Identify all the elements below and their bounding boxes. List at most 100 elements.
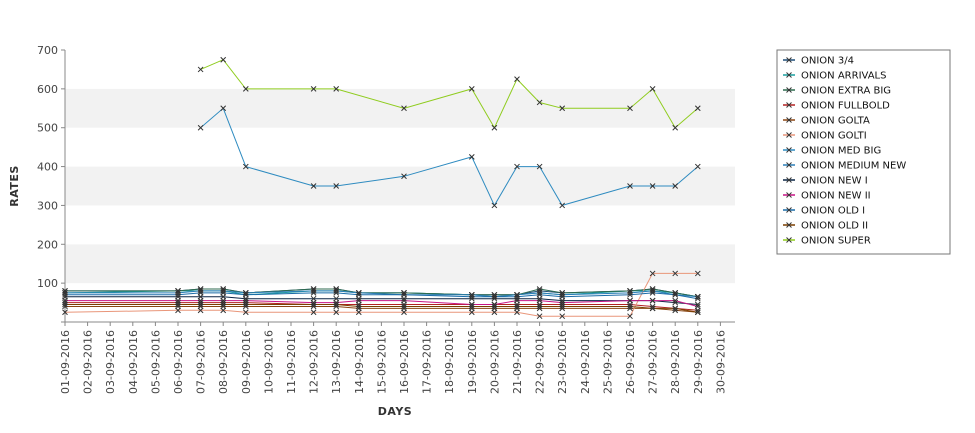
data-point: [355, 290, 362, 296]
legend-item: ONION GOLTI: [783, 131, 867, 142]
data-point: [627, 290, 633, 296]
series-line: [65, 302, 698, 311]
data-point: [175, 291, 181, 298]
data-point: [559, 305, 566, 312]
x-tick-label: 30-09-2016: [714, 330, 727, 394]
x-tick-label: 05-09-2016: [149, 330, 162, 394]
data-point: [491, 303, 498, 310]
legend-label: ONION NEW II: [801, 191, 871, 202]
data-point: [242, 86, 249, 92]
data-point: [310, 290, 317, 296]
data-point: [468, 86, 475, 92]
data-point: [355, 309, 362, 316]
data-point: [242, 290, 249, 296]
data-point: [649, 86, 656, 92]
data-point: [559, 202, 566, 209]
y-tick-label: 400: [37, 161, 58, 174]
legend-item: ONION OLD II: [783, 221, 868, 232]
x-tick-label: 03-09-2016: [104, 330, 117, 394]
legend-label: ONION MEDIUM NEW: [801, 161, 906, 172]
data-point: [468, 303, 475, 310]
data-point: [401, 291, 407, 298]
x-tick-label: 09-09-2016: [240, 330, 253, 394]
data-point: [694, 293, 701, 300]
x-tick-label: 10-09-2016: [262, 330, 275, 394]
legend-item: ONION EXTRA BIG: [783, 86, 891, 97]
data-point: [514, 293, 520, 300]
data-point: [649, 303, 656, 310]
data-point: [627, 305, 633, 312]
legend-item: ONION MED BIG: [783, 146, 881, 157]
data-point: [694, 309, 701, 316]
legend-item: ONION NEW I: [783, 176, 868, 187]
data-point: [355, 291, 362, 298]
data-point: [694, 105, 701, 112]
data-point: [694, 270, 701, 277]
x-tick-label: 01-09-2016: [59, 330, 72, 394]
legend-label: ONION EXTRA BIG: [801, 86, 891, 97]
data-point: [672, 305, 679, 312]
x-tick-label: 06-09-2016: [172, 330, 185, 394]
x-tick-label: 16-09-2016: [398, 330, 411, 394]
data-point: [197, 124, 204, 131]
x-tick-label: 02-09-2016: [82, 330, 95, 394]
data-point: [310, 299, 317, 306]
data-point: [672, 270, 679, 277]
legend-item: ONION SUPER: [783, 236, 871, 247]
legend-item: ONION ARRIVALS: [783, 71, 886, 82]
legend-box: [776, 49, 951, 255]
x-tick-label: 23-09-2016: [556, 330, 569, 394]
data-point: [694, 301, 701, 308]
grid-band: [65, 166, 735, 206]
data-point: [220, 301, 227, 308]
y-tick-label: 500: [37, 122, 58, 135]
data-point: [242, 301, 249, 308]
data-point: [694, 163, 701, 170]
y-tick-label: 700: [37, 44, 58, 57]
data-point: [514, 295, 520, 302]
y-tick-label: 600: [37, 83, 58, 96]
grid-band: [65, 88, 735, 128]
data-point: [401, 290, 407, 296]
x-tick-label: 20-09-2016: [488, 330, 501, 394]
series-line: [65, 288, 698, 298]
data-point: [242, 309, 249, 316]
data-point: [197, 288, 204, 294]
data-point: [310, 309, 317, 316]
data-point: [491, 124, 498, 131]
legend-label: ONION OLD II: [801, 221, 868, 232]
data-point: [310, 301, 317, 308]
data-point: [514, 309, 520, 316]
legend-item: ONION 3/4: [783, 56, 854, 67]
data-point: [197, 290, 204, 296]
series-line: [65, 292, 698, 300]
x-tick-label: 13-09-2016: [330, 330, 343, 394]
data-point: [220, 290, 227, 296]
data-point: [355, 297, 362, 304]
data-point: [536, 313, 543, 320]
x-tick-label: 29-09-2016: [692, 330, 705, 394]
data-point: [672, 124, 679, 131]
grid-band: [65, 127, 735, 167]
data-point: [333, 183, 340, 189]
x-tick-label: 21-09-2016: [511, 330, 524, 394]
data-point: [627, 105, 633, 112]
x-tick-label: 28-09-2016: [669, 330, 682, 394]
data-point: [536, 291, 543, 298]
data-point: [310, 86, 317, 92]
data-point: [559, 291, 566, 298]
data-point: [242, 163, 249, 170]
data-point: [310, 183, 317, 189]
legend-label: ONION GOLTI: [801, 131, 867, 142]
data-point: [355, 303, 362, 310]
data-point: [649, 305, 656, 312]
data-point: [491, 301, 498, 308]
data-point: [627, 313, 633, 320]
data-point: [491, 309, 498, 316]
series-markers: [62, 56, 701, 320]
data-point: [559, 105, 566, 112]
data-point: [333, 299, 340, 306]
x-tick-label: 15-09-2016: [375, 330, 388, 394]
data-point: [559, 293, 566, 300]
